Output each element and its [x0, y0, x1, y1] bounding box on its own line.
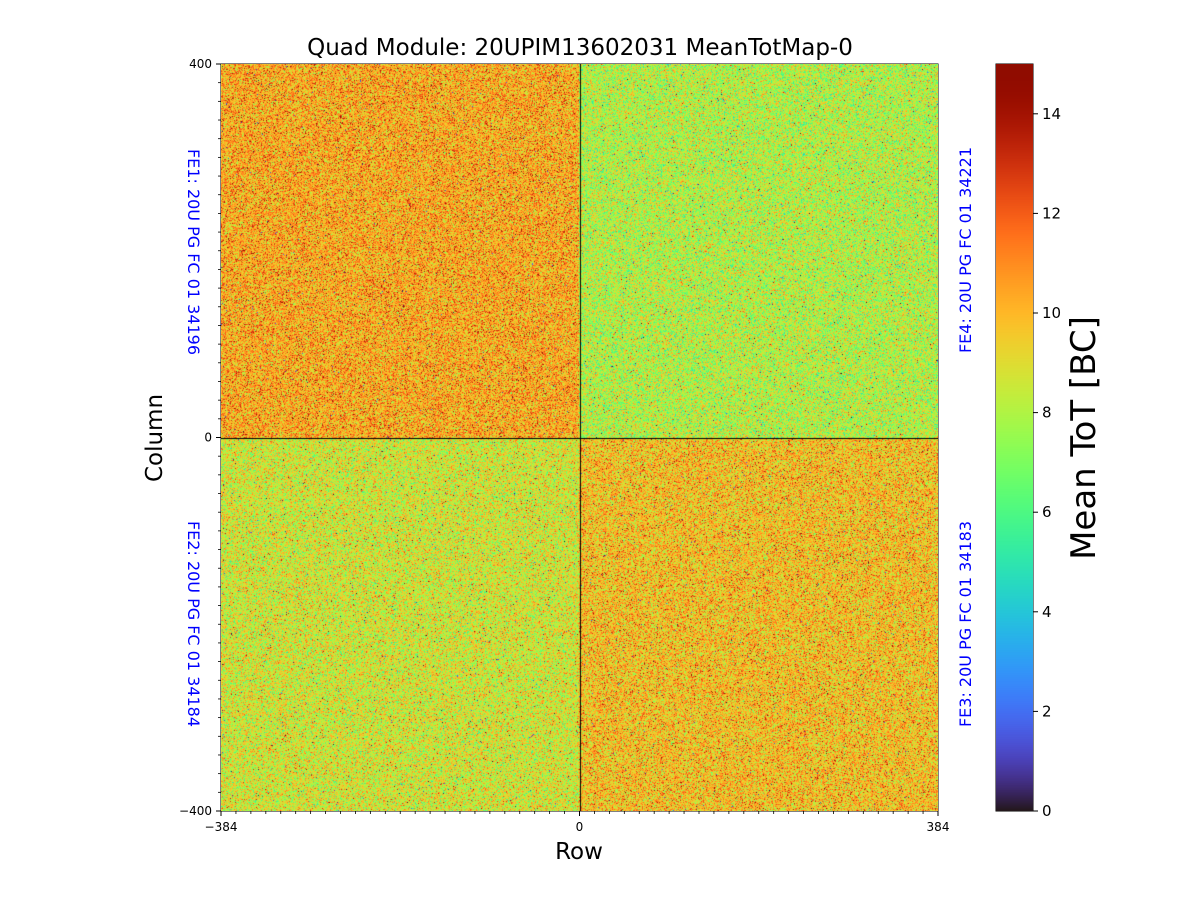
- colorbar-tick-label: 10: [1042, 304, 1061, 322]
- x-tick-label: −384: [205, 820, 238, 834]
- y-tick-label: 400: [189, 57, 212, 71]
- colorbar-gradient: [996, 64, 1033, 811]
- y-tick-label: 0: [204, 431, 212, 445]
- x-tick-label: 384: [927, 820, 950, 834]
- x-tick-label: 0: [576, 820, 584, 834]
- fe2-label: FE2: 20U PG FC 01 34184: [184, 521, 203, 727]
- chart-title: Quad Module: 20UPIM13602031 MeanTotMap-0: [307, 35, 853, 61]
- colorbar-tick-label: 14: [1042, 105, 1061, 123]
- y-axis-label: Column: [142, 394, 168, 482]
- fe1-label: FE1: 20U PG FC 01 34196: [184, 149, 203, 355]
- colorbar-tick-label: 12: [1042, 204, 1061, 222]
- colorbar-tick-label: 0: [1042, 802, 1052, 820]
- y-axis: 400 0 −400: [179, 57, 221, 818]
- fe3-label: FE3: 20U PG FC 01 34183: [956, 521, 975, 727]
- colorbar-label: Mean ToT [BC]: [1064, 316, 1104, 560]
- x-axis-label: Row: [555, 839, 603, 865]
- colorbar-tick-label: 6: [1042, 503, 1052, 521]
- colorbar-tick-label: 2: [1042, 702, 1052, 720]
- x-axis: −384 0 384: [205, 811, 950, 834]
- y-tick-label: −400: [179, 804, 212, 818]
- fe4-label: FE4: 20U PG FC 01 34221: [956, 147, 975, 353]
- heatmap-image: [221, 64, 938, 811]
- colorbar-tick-label: 8: [1042, 404, 1052, 422]
- colorbar-tick-label: 4: [1042, 603, 1052, 621]
- colorbar-axis: 0 2 4 6 8 10 12 14: [1033, 105, 1061, 820]
